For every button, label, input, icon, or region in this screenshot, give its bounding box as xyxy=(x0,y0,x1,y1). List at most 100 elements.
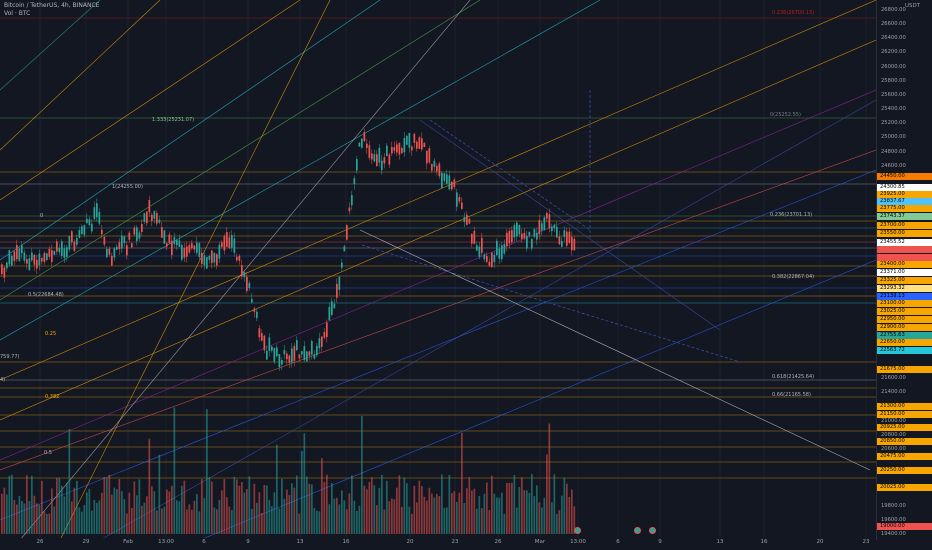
price-level-tag: 23100.00 xyxy=(877,300,932,308)
candle-body xyxy=(133,227,136,235)
volume-bar xyxy=(563,477,566,534)
candle-body xyxy=(381,160,383,171)
volume-bar xyxy=(426,500,428,534)
volume-bar xyxy=(406,483,408,534)
volume-bar xyxy=(43,511,46,534)
candle-body xyxy=(121,235,123,249)
volume-bar xyxy=(288,494,291,534)
price-level-tag: 23325.00 xyxy=(877,276,932,284)
volume-bar xyxy=(238,485,241,534)
volume-bar xyxy=(321,458,323,534)
candle-body xyxy=(491,252,493,268)
fib-level-label: 4) xyxy=(0,377,6,383)
volume-bar xyxy=(356,510,358,534)
candle-body xyxy=(416,141,418,149)
fib-level-label: 1(24255.00) xyxy=(112,184,143,190)
candle-body xyxy=(533,228,536,237)
price-level-tag: 21300.00 xyxy=(877,403,932,411)
candle-body xyxy=(493,254,496,263)
volume-bar xyxy=(333,498,336,534)
volume-bar xyxy=(528,492,531,534)
volume-bar xyxy=(401,506,403,534)
volume-bar xyxy=(458,492,461,534)
candle-body xyxy=(48,248,51,257)
price-axis-label: 25200.00 xyxy=(881,120,906,127)
time-axis-label: 13 xyxy=(296,539,304,545)
volume-bar xyxy=(73,487,76,534)
volume-bar xyxy=(246,489,248,534)
candle-body xyxy=(203,255,206,266)
volume-bar xyxy=(438,496,441,534)
fib-level-label: 0.236(26700.13) xyxy=(772,10,815,16)
volume-bar xyxy=(273,492,276,534)
candle-body xyxy=(288,355,291,363)
time-axis[interactable]: 26 29 Feb 13:00 6 9 13 16 20 23 26 Mar 13:00 6 9 13 16 20… xyxy=(0,538,876,550)
volume-bar xyxy=(418,480,421,534)
volume-bar xyxy=(298,513,301,534)
event-marker-icon[interactable] xyxy=(634,527,641,534)
candle-body xyxy=(481,237,483,253)
time-axis-label: 9 xyxy=(658,539,662,545)
candle-body xyxy=(426,150,428,164)
price-level-tag: 20925.00 xyxy=(877,424,932,432)
candle-body xyxy=(116,246,118,250)
candle-body xyxy=(321,336,323,347)
candle-body xyxy=(213,253,216,263)
trend-line xyxy=(0,0,601,341)
time-axis-label: 20 xyxy=(816,539,824,545)
event-marker-icon[interactable] xyxy=(649,527,656,534)
candle-body xyxy=(271,346,273,351)
volume-bar xyxy=(101,492,103,534)
volume-bar xyxy=(291,483,293,534)
price-level-tag xyxy=(877,245,932,253)
volume-bar xyxy=(466,488,468,534)
volume-bar xyxy=(111,494,113,534)
candle-body xyxy=(383,157,386,164)
candle-body xyxy=(166,243,168,247)
volume-bar xyxy=(393,499,396,534)
candle-body xyxy=(108,248,111,255)
volume-bar xyxy=(276,444,278,534)
candle-body xyxy=(523,232,526,239)
trend-line xyxy=(0,149,876,471)
price-axis[interactable]: USDT 26800.00 26600.00 26400.00 26200.00 260… xyxy=(876,0,932,540)
volume-bar xyxy=(351,475,353,534)
volume-bar xyxy=(488,510,491,534)
volume-bar xyxy=(181,485,183,534)
price-axis-label: 24800.00 xyxy=(881,148,906,155)
candle-body xyxy=(301,351,303,355)
volume-bar xyxy=(196,493,198,534)
price-chart-canvas[interactable] xyxy=(0,0,876,540)
candle-body xyxy=(158,219,161,223)
price-level-tag: 23293.32 xyxy=(877,284,932,292)
volume-bar xyxy=(23,503,26,534)
volume-bar xyxy=(56,477,58,534)
candle-body xyxy=(211,250,213,264)
volume-bar xyxy=(141,505,143,534)
volume-bar xyxy=(203,498,206,534)
candle-body xyxy=(333,303,336,309)
candle-body xyxy=(6,262,8,269)
candle-body xyxy=(513,225,516,238)
candle-body xyxy=(33,254,36,265)
candle-body xyxy=(241,265,243,277)
price-axis-label: 25800.00 xyxy=(881,77,906,84)
candle-body xyxy=(201,253,203,264)
price-level-tag: 22755.63 xyxy=(877,331,932,339)
price-level-tag: 20250.00 xyxy=(877,466,932,474)
candle-body xyxy=(506,232,508,247)
candle-body xyxy=(253,308,256,312)
candle-body xyxy=(428,148,431,163)
candle-body xyxy=(471,234,473,244)
candle-body xyxy=(423,142,426,148)
candle-body xyxy=(226,232,228,247)
candle-body xyxy=(511,230,513,243)
trend-line xyxy=(419,119,721,331)
event-marker-icon[interactable] xyxy=(574,527,581,534)
volume-bar xyxy=(46,513,48,534)
candle-body xyxy=(68,236,71,250)
time-axis-label: 9 xyxy=(246,539,250,545)
candle-body xyxy=(573,238,576,251)
volume-bar xyxy=(33,495,36,534)
candle-body xyxy=(18,248,21,261)
